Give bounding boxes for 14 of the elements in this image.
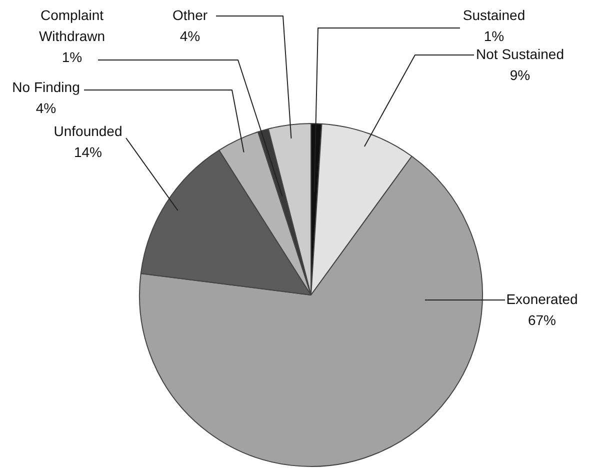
slice-label: No Finding xyxy=(12,78,80,95)
slice-label: Exonerated xyxy=(506,290,578,307)
data-label: 4% xyxy=(36,100,56,116)
data-label: 4% xyxy=(180,28,200,44)
data-label: 1% xyxy=(484,28,504,44)
slice-label: Not Sustained xyxy=(476,46,564,62)
data-label: 67% xyxy=(528,312,556,328)
slice-label: Unfounded xyxy=(54,122,122,139)
data-label: 14% xyxy=(74,144,102,160)
slice-label: Sustained xyxy=(462,6,526,23)
data-label: 1% xyxy=(62,48,82,65)
slice-label: Other xyxy=(172,6,208,23)
slice-label: Complaint Withdrawn xyxy=(38,6,106,44)
data-label: 9% xyxy=(510,66,530,83)
